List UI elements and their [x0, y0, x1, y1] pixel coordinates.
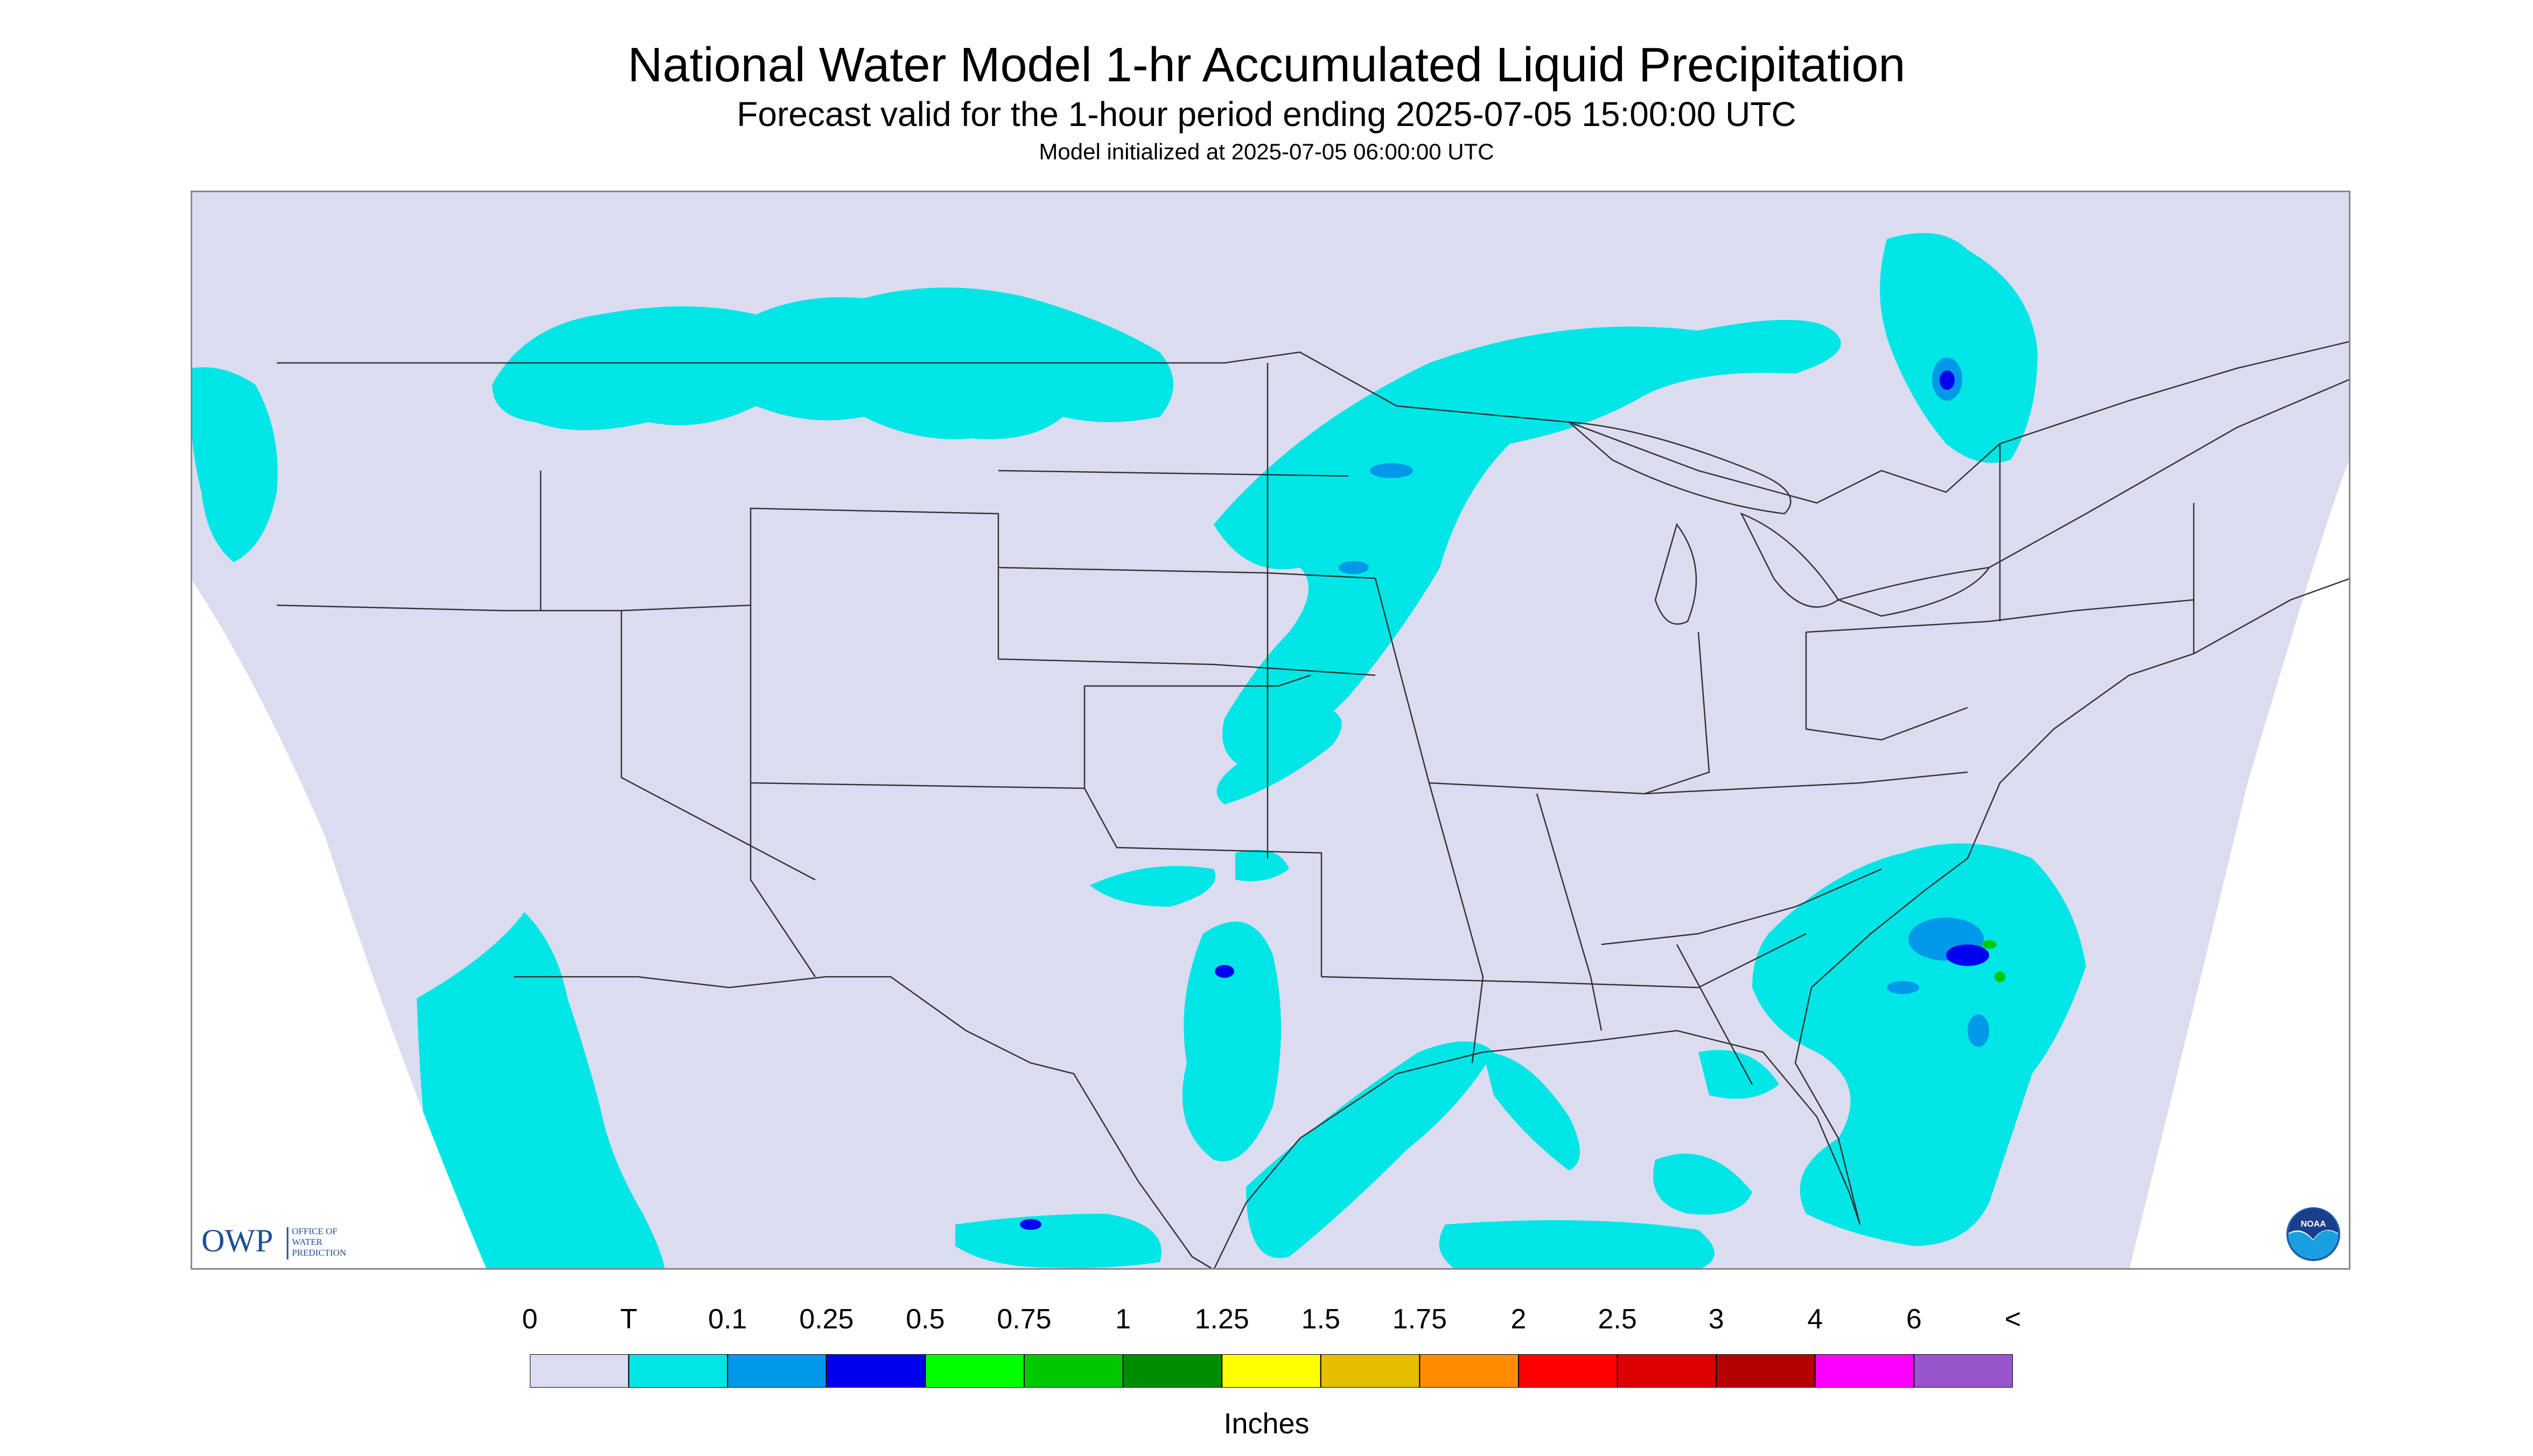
- legend-colorbar: [530, 1354, 2013, 1388]
- legend-swatch: [825, 1354, 926, 1388]
- precip-texas: [1090, 850, 1289, 1161]
- legend-label: 6: [1906, 1304, 1922, 1335]
- core-tropical-4: [1887, 981, 1919, 994]
- precip-upper-midwest-band-lower: [1216, 708, 1342, 804]
- legend-swatch: [1024, 1354, 1124, 1388]
- legend-swatch: [1419, 1354, 1520, 1388]
- map-subtitle: Forecast valid for the 1-hour period end…: [737, 95, 1796, 134]
- core-mexico: [1020, 1219, 1041, 1230]
- precip-cores: [1020, 358, 2005, 1230]
- legend-label: 0.5: [906, 1304, 945, 1335]
- core-texas: [1215, 965, 1234, 978]
- owp-logo-line3: PREDICTION: [292, 1248, 346, 1258]
- legend-swatch: [727, 1354, 827, 1388]
- legend-label: 0.25: [799, 1304, 854, 1335]
- core-tropical-2: [1946, 944, 1989, 966]
- core-quebec-inner: [1940, 370, 1955, 390]
- legend-swatch: [1716, 1354, 1816, 1388]
- legend-label: 2.5: [1598, 1304, 1637, 1335]
- legend-swatch: [1814, 1354, 1915, 1388]
- model-init-text: Model initialized at 2025-07-05 06:00:00…: [1039, 139, 1494, 164]
- precip-florida-west: [1653, 1050, 1779, 1215]
- legend-label: T: [620, 1304, 638, 1335]
- precip-gulf-coast: [1246, 1041, 1580, 1258]
- precip-upper-midwest-band: [1214, 320, 1841, 772]
- legend-swatch: [530, 1354, 629, 1388]
- legend-swatch: [628, 1354, 729, 1388]
- owp-logo: OWP OFFICE OF WATER PREDICTION: [201, 1223, 346, 1259]
- legend-label: 1.5: [1301, 1304, 1340, 1335]
- legend-swatch: [1122, 1354, 1223, 1388]
- legend-swatch: [925, 1354, 1025, 1388]
- legend-label: 0.1: [708, 1304, 747, 1335]
- legend-label: 2: [1510, 1304, 1527, 1335]
- owp-logo-mark: OWP: [201, 1223, 273, 1258]
- legend-labels: 0 T 0.1 0.25 0.5 0.75 1 1.25 1.5 1.75 2 2.5 3 4 6 <: [522, 1303, 2021, 1335]
- legend-label: 4: [1807, 1304, 1823, 1335]
- legend-units: Inches: [1223, 1408, 1310, 1440]
- legend-label: <: [2004, 1304, 2021, 1335]
- owp-logo-line1: OFFICE OF: [292, 1226, 338, 1236]
- map-frame: [191, 191, 2350, 1270]
- legend-swatch: [1617, 1354, 1717, 1388]
- core-tropical-3: [1982, 940, 1997, 949]
- legend-swatch: [1913, 1354, 2013, 1388]
- precip-gulf-south: [1439, 1220, 1715, 1270]
- legend-label: 1.75: [1392, 1304, 1447, 1335]
- legend-swatch: [1320, 1354, 1421, 1388]
- legend-label: 3: [1708, 1304, 1724, 1335]
- map-title: National Water Model 1-hr Accumulated Li…: [627, 38, 1906, 92]
- precipitation-map: OWP OFFICE OF WATER PREDICTION NOAA: [191, 191, 2350, 1270]
- precip-pacific-northwest: [191, 367, 278, 562]
- core-midwest-1: [1370, 463, 1413, 478]
- boundaries: [276, 340, 2350, 1270]
- legend-label: 0.75: [997, 1304, 1052, 1335]
- precip-areas: [191, 233, 2086, 1270]
- noaa-logo-mark: NOAA: [2300, 1220, 2326, 1229]
- legend-label: 0: [522, 1304, 538, 1335]
- legend-label: 1.25: [1194, 1304, 1249, 1335]
- core-tropical-6: [1995, 971, 2005, 982]
- precip-mexico: [955, 1214, 1161, 1268]
- legend-swatch: [1518, 1354, 1618, 1388]
- core-tropical-5: [1968, 1014, 1989, 1047]
- owp-logo-line2: WATER: [292, 1237, 323, 1247]
- precip-quebec: [1880, 233, 2038, 463]
- core-midwest-2: [1339, 561, 1369, 574]
- noaa-logo: NOAA: [2286, 1207, 2340, 1261]
- precip-eastern-pacific: [417, 912, 664, 1270]
- legend-label: 1: [1115, 1304, 1131, 1335]
- legend-swatch: [1221, 1354, 1321, 1388]
- precip-tropical-system: [1752, 843, 2086, 1246]
